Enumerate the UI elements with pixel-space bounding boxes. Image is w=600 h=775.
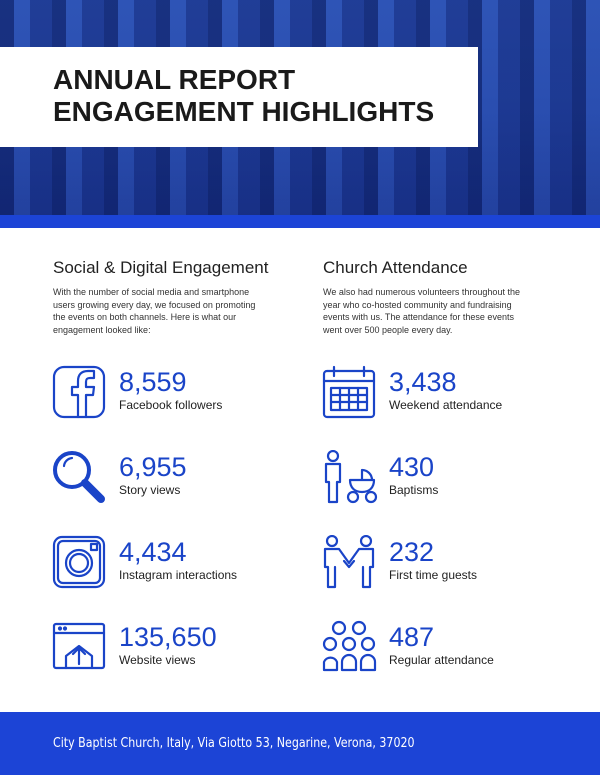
stat-value: 135,650 [119, 622, 217, 652]
body-line: the events on both channels. Here is wha… [53, 312, 237, 322]
stat-label: Website views [119, 653, 196, 667]
website-icon [52, 622, 106, 670]
title-line: ANNUAL REPORT [53, 64, 296, 95]
body-line: We also had numerous volunteers througho… [323, 287, 520, 297]
facebook-icon [52, 365, 106, 419]
stat-value: 8,559 [119, 367, 187, 397]
stat-value: 430 [389, 452, 435, 482]
accent-band [0, 215, 600, 228]
body-line: events with us. The attendance for these… [323, 312, 514, 322]
body-line: With the number of social media and smar… [53, 287, 250, 297]
stat-value: 232 [389, 537, 435, 567]
stat-value: 487 [389, 622, 435, 652]
stat-label: Story views [119, 483, 181, 497]
calendar-icon [322, 365, 376, 419]
body-line: went over 500 people every day. [323, 324, 453, 335]
section-heading: Church Attendance [323, 258, 468, 277]
stat-label: Instagram interactions [119, 568, 238, 582]
stat-value: 3,438 [389, 367, 457, 397]
stat-value: 4,434 [119, 537, 187, 567]
instagram-icon [52, 535, 106, 589]
footer-text: City Baptist Church, Italy, Via Giotto 5… [53, 736, 415, 751]
stat-label: Facebook followers [119, 398, 223, 412]
footer [0, 712, 600, 775]
family-icon [324, 450, 378, 504]
stat-label: Weekend attendance [389, 398, 503, 412]
body-line: year who co-hosted community and fundrai… [323, 299, 512, 310]
stat-label: Regular attendance [389, 653, 494, 667]
title-box [0, 47, 478, 147]
group-icon [322, 620, 377, 672]
section-heading: Social & Digital Engagement [53, 258, 269, 277]
stat-label: First time guests [389, 568, 478, 582]
body-line: engagement looked like: [53, 324, 151, 335]
stat-label: Baptisms [389, 483, 439, 497]
search-icon [53, 451, 105, 503]
title-line: ENGAGEMENT HIGHLIGHTS [53, 96, 435, 127]
stat-value: 6,955 [119, 452, 187, 482]
body-line: users growing every day, we focused on p… [53, 299, 256, 310]
greeting-icon [323, 535, 375, 589]
